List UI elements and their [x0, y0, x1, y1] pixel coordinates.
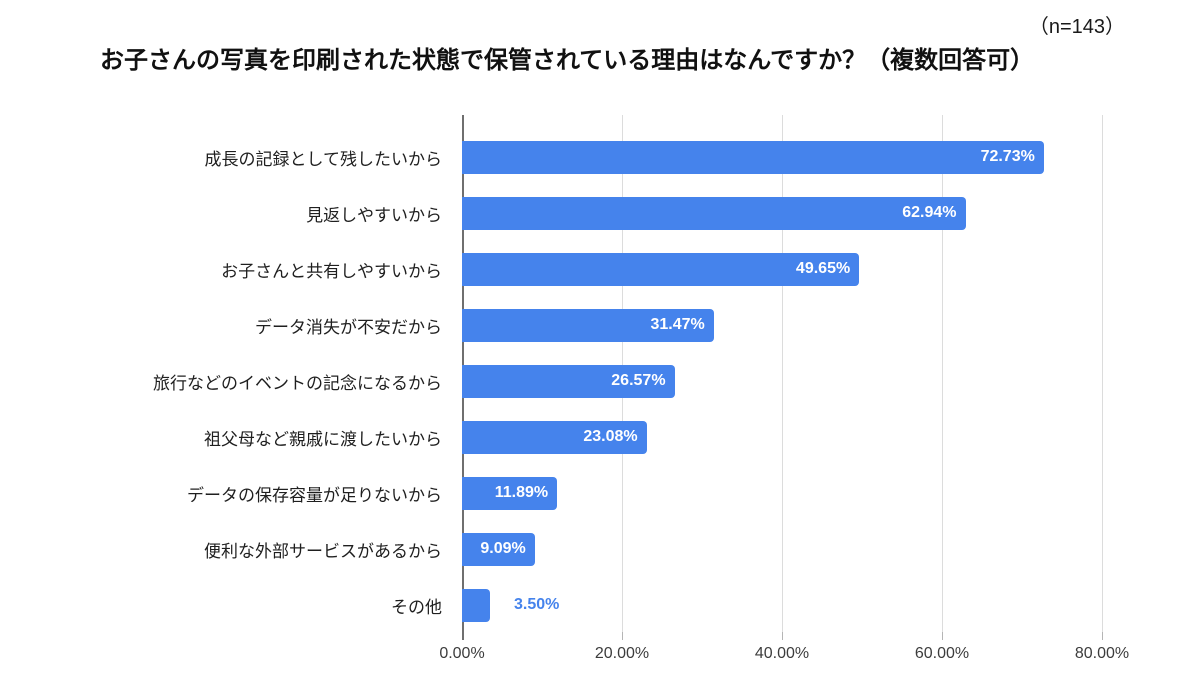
category-label: 便利な外部サービスがあるから — [204, 541, 442, 561]
bar-value-label: 11.89% — [494, 484, 549, 501]
gridline — [942, 115, 943, 632]
bar-row: 49.65% — [462, 241, 1142, 297]
category-label: データの保存容量が足りないから — [187, 485, 442, 505]
category-label: 成長の記録として残したいから — [204, 149, 443, 169]
bar-value-label: 3.50% — [514, 596, 560, 613]
axis-tick — [782, 632, 783, 640]
bar-value-label: 72.73% — [980, 148, 1035, 165]
bar-rows: 72.73% 62.94% 49.65% 31.47% 26.57% 23.08% 11.8… — [462, 129, 1142, 633]
category-label: 旅行などのイベントの記念になるから — [153, 373, 442, 393]
x-tick-label: 80.00% — [1074, 645, 1130, 662]
category-label: お子さんと共有しやすいから — [221, 261, 442, 281]
bar: 31.47% — [462, 308, 714, 342]
bar: 23.08% — [462, 420, 647, 454]
x-tick-label: 60.00% — [914, 645, 970, 662]
sample-size-label: （n=143） — [1028, 16, 1125, 38]
bar: 26.57% — [462, 364, 675, 398]
category-axis: 成長の記録として残したいから見返しやすいからお子さんと共有しやすいからデータ消失… — [0, 129, 452, 633]
bar-row: 11.89% — [462, 465, 1142, 521]
chart-title: お子さんの写真を印刷された状態で保管されている理由はなんですか？（複数回答可） — [100, 47, 1035, 74]
bar-value-label: 31.47% — [650, 316, 705, 333]
axis-tick — [942, 632, 943, 640]
bar: 72.73% — [462, 140, 1044, 174]
category-label: データ消失が不安だから — [255, 317, 442, 337]
x-tick-label: 20.00% — [594, 645, 650, 662]
bar-row: 3.50% — [462, 577, 1142, 633]
bar-row: 26.57% — [462, 353, 1142, 409]
bar-value-label: 49.65% — [795, 260, 851, 277]
bar-row: 62.94% — [462, 185, 1142, 241]
axis-tick — [1102, 632, 1103, 640]
axis-tick — [622, 632, 623, 640]
gridline — [782, 115, 783, 632]
gridline — [1102, 115, 1103, 632]
category-label: 祖父母など親戚に渡したいから — [204, 429, 442, 449]
category-label: 見返しやすいから — [306, 205, 442, 225]
bar-row: 23.08% — [462, 409, 1142, 465]
x-axis-labels: 0.00% 20.00% 40.00% 60.00% 80.00% — [439, 645, 1142, 669]
bar-row: 72.73% — [462, 129, 1142, 185]
bar-value-label: 26.57% — [611, 372, 666, 389]
x-tick-label: 40.00% — [754, 645, 810, 662]
bar-row: 9.09% — [462, 521, 1142, 577]
bar: 62.94% — [462, 196, 966, 230]
category-label: その他 — [391, 597, 442, 617]
bar-value-label: 62.94% — [902, 204, 957, 221]
plot-area: 72.73% 62.94% 49.65% 31.47% 26.57% 23.08% 11.8… — [462, 115, 1142, 640]
bar: 49.65% — [462, 252, 860, 286]
bar: 9.09% — [462, 532, 535, 566]
bar: 11.89% — [462, 476, 558, 510]
bar-value-label: 9.09% — [480, 540, 526, 557]
bar-value-label: 23.08% — [583, 428, 638, 445]
bar-row: 31.47% — [462, 297, 1142, 353]
x-tick-label: 0.00% — [439, 645, 485, 662]
bar — [462, 588, 490, 622]
